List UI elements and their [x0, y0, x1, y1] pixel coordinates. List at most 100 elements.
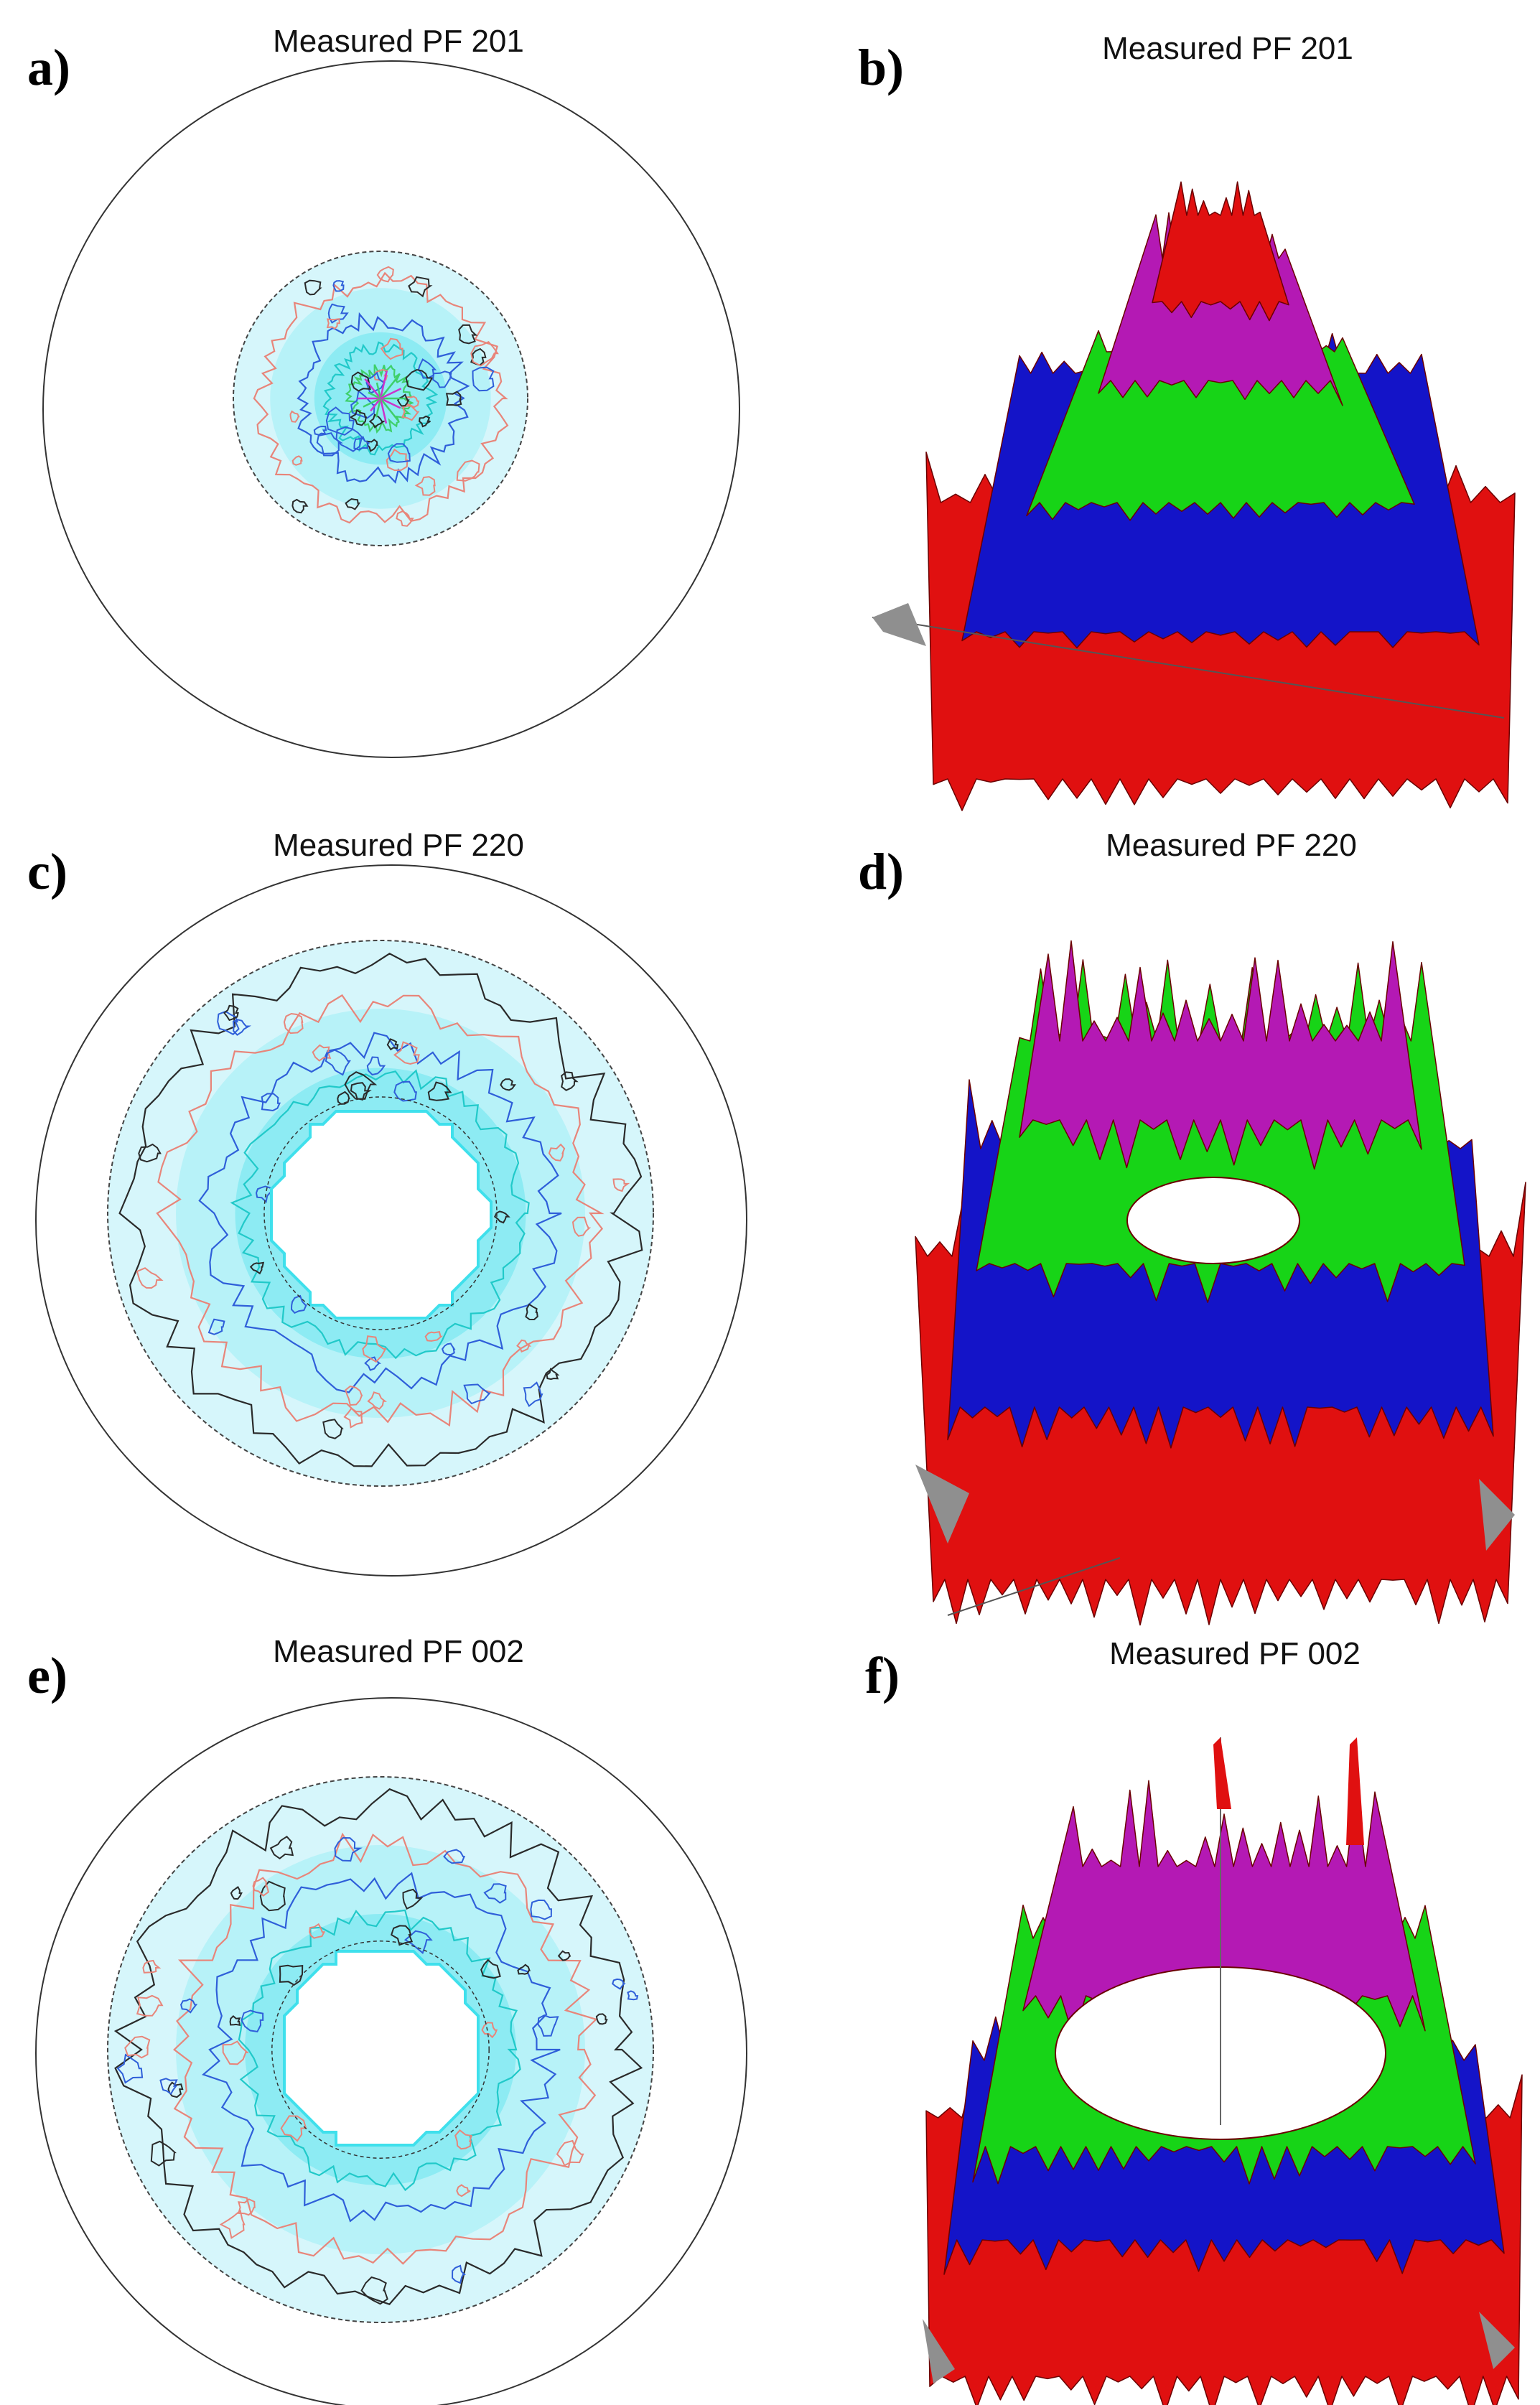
contour-line-c [198, 1032, 562, 1393]
contour-blob-e [309, 1923, 326, 1939]
contour-blob-e [557, 1950, 571, 1961]
map-hole-e [283, 1950, 480, 2147]
contour-blob-c [441, 1342, 456, 1356]
contour-spike-a [370, 398, 381, 412]
panel-letter-a: a) [27, 39, 70, 96]
surface-band-b [1152, 181, 1289, 322]
contour-blob-a [353, 436, 370, 451]
contour-blob-e [229, 2015, 241, 2027]
contour-blob-c [424, 1330, 443, 1342]
contour-blob-e [443, 1849, 466, 1864]
contour-blob-c [393, 1041, 420, 1065]
contour-blob-c [571, 1216, 592, 1237]
contour-blob-c [546, 1368, 560, 1381]
contour-blob-e [334, 1836, 363, 1862]
contour-blob-a [313, 426, 327, 436]
contour-blob-c [523, 1381, 543, 1408]
contour-blob-a [470, 347, 487, 366]
contour-blob-e [403, 1930, 433, 1954]
pole-figure-surface-b [872, 181, 1516, 811]
contour-blob-a [332, 280, 345, 292]
surface-spike-f [1346, 1737, 1364, 1845]
contour-blob-e [480, 1958, 501, 1979]
contour-blob-e [159, 2078, 178, 2096]
contour-blob-e [252, 1877, 270, 1897]
contour-blob-c [427, 1081, 452, 1101]
contour-blob-a [396, 510, 414, 527]
contour-blob-e [556, 2139, 584, 2167]
contour-blob-c [232, 1019, 252, 1036]
contour-spike-a [380, 388, 402, 400]
contour-blob-c [322, 1419, 344, 1439]
contour-spike-a [380, 375, 399, 399]
contour-blob-c [207, 1318, 225, 1335]
contour-blob-c [393, 1080, 417, 1102]
surface-axis-d [947, 1557, 1121, 1616]
contour-blob-a [350, 371, 371, 392]
contour-line-a [253, 271, 509, 524]
contour-blob-e [259, 1880, 286, 1912]
panel-title-c: Measured PF 220 [273, 828, 524, 863]
contour-blob-e [627, 1990, 639, 2001]
contour-blob-e [279, 1964, 304, 1986]
contour-blob-c [249, 1261, 265, 1275]
contour-blob-a [445, 391, 462, 406]
contour-blob-a [349, 408, 368, 426]
contour-blob-a [289, 410, 300, 423]
panel-title-a: Measured PF 201 [273, 24, 524, 59]
map-boundary-c [107, 940, 654, 1487]
contour-blob-a [326, 318, 341, 330]
contour-blob-c [138, 1143, 162, 1163]
contour-blob-a [387, 443, 411, 463]
contour-blob-c [325, 1049, 351, 1076]
contour-blob-a [291, 455, 303, 466]
surface-edge-b [872, 603, 926, 646]
pole-figure-map-c [107, 940, 654, 1487]
contour-blob-a [345, 498, 360, 510]
contour-line-e [113, 1788, 643, 2305]
contour-blob-c [463, 1383, 492, 1405]
panel-c: c) Measured PF 220 [27, 828, 747, 1577]
contour-line-e [173, 1832, 598, 2265]
pole-figure-surface-f [923, 1737, 1523, 2405]
panel-d: d) Measured PF 220 [858, 828, 1526, 1626]
panel-b: b) Measured PF 201 [858, 31, 1516, 811]
contour-blob-a [419, 415, 431, 428]
contour-blob-c [290, 1294, 307, 1314]
contour-blob-e [537, 2014, 559, 2037]
contour-blob-e [452, 2264, 466, 2284]
map-hole-c [270, 1110, 493, 1320]
contour-blob-c [386, 1038, 399, 1051]
contour-spike-a [380, 397, 401, 409]
contour-blob-e [390, 1925, 414, 1946]
outer-circle-a [42, 60, 740, 758]
contour-blob-a [316, 432, 343, 457]
panel-a: a) Measured PF 201 [27, 24, 740, 758]
surface-hole-d [1126, 1177, 1300, 1264]
outer-circle-e [35, 1697, 747, 2405]
contour-blob-c [337, 1091, 350, 1105]
pole-figure-map-a [233, 251, 528, 546]
contour-blob-a [401, 405, 420, 421]
contour-blob-a [291, 498, 309, 514]
contour-blob-c [612, 1178, 630, 1192]
contour-blob-e [150, 2140, 177, 2167]
contour-blob-e [481, 2022, 498, 2039]
contour-blob-e [517, 1963, 531, 1975]
contour-blob-e [241, 2009, 264, 2032]
contour-line-e [238, 1909, 521, 2192]
contour-blob-a [456, 459, 480, 482]
panel-letter-e: e) [27, 1647, 67, 1704]
contour-blob-c [223, 1004, 239, 1022]
contour-blob-a [432, 370, 452, 388]
contour-line-e [202, 1872, 561, 2223]
contour-blob-e [530, 1899, 552, 1920]
contour-blob-a [380, 337, 403, 360]
outer-circle-c [35, 864, 747, 1577]
contour-line-a [345, 364, 414, 434]
contour-blob-a [472, 366, 495, 392]
map-inner-boundary-e [271, 1941, 490, 2159]
surface-band-d [1019, 940, 1422, 1170]
contour-blob-a [376, 266, 394, 283]
map-boundary-a [233, 251, 528, 546]
